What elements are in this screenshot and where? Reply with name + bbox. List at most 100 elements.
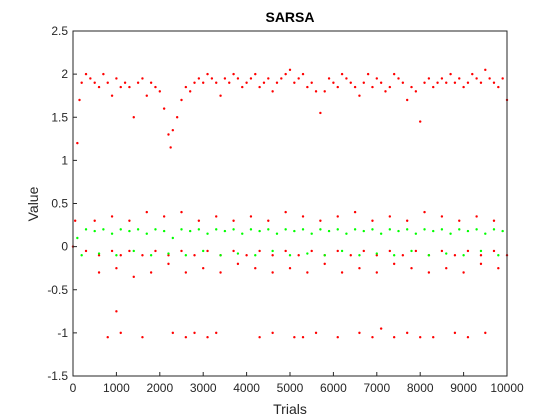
data-point — [119, 254, 122, 257]
data-point — [245, 254, 248, 257]
data-point — [202, 266, 205, 270]
data-point — [97, 271, 101, 274]
data-point — [78, 98, 81, 102]
data-point — [479, 249, 483, 253]
data-point — [319, 219, 322, 222]
data-point — [280, 77, 283, 80]
x-axis-label: Trials — [273, 401, 307, 417]
data-point — [293, 335, 296, 339]
data-point — [327, 77, 331, 80]
data-point — [353, 85, 357, 89]
data-point — [162, 215, 166, 218]
data-point — [149, 81, 153, 84]
data-point — [119, 228, 122, 231]
data-point — [102, 72, 105, 76]
data-point — [106, 335, 109, 339]
data-point — [115, 266, 118, 270]
data-point — [362, 81, 365, 84]
data-point — [501, 229, 504, 233]
data-point — [267, 228, 270, 231]
data-point — [193, 331, 196, 335]
data-point — [215, 331, 218, 335]
x-tick-label: 6000 — [320, 381, 347, 395]
data-point — [106, 81, 109, 84]
data-point — [110, 249, 114, 253]
data-point — [301, 335, 305, 339]
data-point — [254, 254, 257, 257]
data-point — [93, 219, 96, 222]
data-point — [479, 81, 483, 84]
data-point — [215, 81, 218, 84]
data-point — [89, 77, 92, 80]
data-point — [193, 81, 196, 84]
data-point — [180, 210, 183, 214]
data-point — [323, 262, 326, 266]
data-point — [310, 232, 313, 235]
data-point — [236, 77, 240, 80]
data-point — [297, 77, 300, 80]
data-point — [497, 266, 500, 270]
data-point — [301, 215, 305, 218]
data-point — [97, 254, 101, 257]
data-point — [180, 249, 183, 253]
data-point — [484, 232, 487, 235]
data-point — [249, 228, 253, 231]
data-point — [171, 128, 175, 132]
data-point — [123, 81, 127, 84]
data-point — [327, 229, 331, 233]
data-point — [219, 254, 222, 257]
data-point — [271, 90, 274, 93]
data-point — [188, 90, 192, 93]
data-point — [102, 228, 105, 231]
data-point — [319, 228, 322, 231]
data-point — [336, 228, 339, 231]
y-axis-label: Value — [25, 186, 41, 221]
data-point — [358, 94, 361, 97]
series-5 — [76, 228, 504, 240]
data-point — [375, 271, 378, 274]
data-point — [323, 254, 326, 257]
data-point — [423, 81, 426, 84]
data-point — [497, 85, 500, 89]
data-point — [184, 254, 188, 257]
data-point — [323, 90, 326, 93]
x-tick-label: 0 — [70, 381, 77, 395]
data-point — [440, 77, 444, 80]
y-tick-label: 1.5 — [51, 110, 68, 124]
data-point — [466, 249, 470, 253]
data-point — [228, 81, 231, 84]
data-point — [136, 228, 140, 231]
data-point — [362, 249, 365, 253]
data-point — [301, 228, 305, 231]
data-point — [193, 254, 196, 257]
data-point — [349, 81, 352, 84]
data-point — [392, 262, 396, 266]
data-point — [488, 77, 491, 80]
data-point — [288, 68, 292, 72]
data-point — [184, 271, 188, 274]
data-point — [462, 254, 465, 257]
data-point — [445, 266, 448, 270]
data-point — [405, 331, 409, 335]
data-point — [236, 252, 240, 255]
data-point — [188, 229, 192, 233]
x-tick-label: 3000 — [190, 381, 217, 395]
data-point — [93, 229, 96, 233]
data-point — [414, 249, 418, 253]
data-point — [154, 85, 157, 89]
data-point — [232, 219, 235, 222]
data-point — [405, 228, 409, 231]
x-tick-label: 8000 — [407, 381, 434, 395]
data-point — [401, 81, 405, 84]
data-point — [362, 229, 365, 233]
data-point — [232, 72, 235, 76]
data-point — [462, 271, 465, 274]
x-tick-label: 7000 — [363, 381, 390, 395]
data-point — [84, 228, 88, 231]
data-point — [440, 228, 444, 231]
data-point — [492, 249, 496, 253]
data-point — [340, 72, 344, 76]
data-point — [284, 228, 287, 231]
data-point — [479, 262, 483, 266]
